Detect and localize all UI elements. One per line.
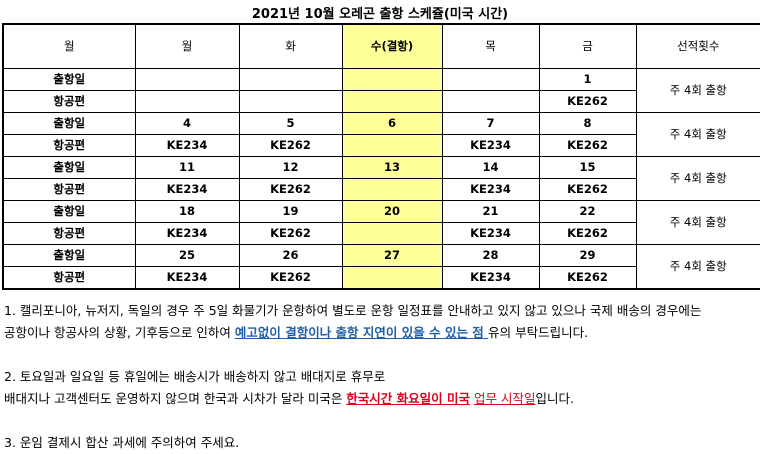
table-cell: 12 bbox=[238, 156, 343, 179]
note-2: 2. 토요일과 일요일 등 휴일에는 배송시가 배송하지 않고 배대지로 휴무로… bbox=[4, 366, 756, 410]
table-cell: KE234 bbox=[134, 134, 240, 157]
flight-row: 항공편 KE234 KE262 KE234 KE262 bbox=[2, 266, 760, 290]
table-cell: 14 bbox=[441, 156, 540, 179]
table-cell: 13 bbox=[341, 156, 443, 179]
table-cell: 22 bbox=[538, 200, 637, 223]
table-cell bbox=[341, 222, 443, 245]
table-cell: KE262 bbox=[538, 90, 637, 113]
table-cell: KE262 bbox=[538, 134, 637, 157]
table-cell: 8 bbox=[538, 112, 637, 135]
shipment-frequency: 주 4회 출항 bbox=[635, 200, 760, 245]
table-cell: KE262 bbox=[538, 266, 637, 290]
table-cell: KE234 bbox=[134, 222, 240, 245]
row-label: 출항일 bbox=[2, 244, 136, 267]
row-label: 출항일 bbox=[2, 156, 136, 179]
table-cell: 28 bbox=[441, 244, 540, 267]
shipment-frequency: 주 4회 출항 bbox=[635, 244, 760, 290]
note-2-line-1: 2. 토요일과 일요일 등 휴일에는 배송시가 배송하지 않고 배대지로 휴무로 bbox=[4, 369, 386, 384]
table-cell: 4 bbox=[134, 112, 240, 135]
row-label: 항공편 bbox=[2, 134, 136, 157]
table-cell: KE262 bbox=[538, 178, 637, 201]
departure-row: 출항일 4 5 6 7 8 주 4회 출항 bbox=[2, 112, 760, 157]
notes-section: 1. 캘리포니아, 뉴저지, 독일의 경우 주 5일 화물기가 운항하여 별도로… bbox=[4, 300, 756, 454]
table-cell: 18 bbox=[134, 200, 240, 223]
table-cell bbox=[441, 90, 540, 113]
header-cell: 선적횟수 bbox=[635, 23, 760, 69]
header-cell: 월 bbox=[2, 23, 136, 69]
table-cell: 26 bbox=[238, 244, 343, 267]
table-cell: 15 bbox=[538, 156, 637, 179]
table-cell: 27 bbox=[341, 244, 443, 267]
table-cell: 25 bbox=[134, 244, 240, 267]
table-cell: 21 bbox=[441, 200, 540, 223]
table-cell bbox=[341, 68, 443, 91]
table-cell: KE234 bbox=[441, 178, 540, 201]
table-cell: 7 bbox=[441, 112, 540, 135]
table-cell: KE234 bbox=[441, 222, 540, 245]
table-header-row: 월 월 화 수(결항) 목 금 선적횟수 bbox=[2, 23, 760, 69]
table-cell: KE234 bbox=[441, 134, 540, 157]
note-1: 1. 캘리포니아, 뉴저지, 독일의 경우 주 5일 화물기가 운항하여 별도로… bbox=[4, 300, 756, 344]
note-1-highlight: 예고없이 결항이나 출항 지연이 있을 수 있는 점 bbox=[234, 325, 489, 340]
table-cell: 11 bbox=[134, 156, 240, 179]
table-cell: 5 bbox=[238, 112, 343, 135]
flight-row: 항공편 KE234 KE262 KE234 KE262 bbox=[2, 134, 760, 157]
table-cell bbox=[341, 178, 443, 201]
table-cell bbox=[238, 68, 343, 91]
table-cell: 29 bbox=[538, 244, 637, 267]
note-2-highlight: 한국시간 화요일이 미국 bbox=[346, 391, 471, 406]
departure-row: 출항일 11 12 13 14 15 주 4회 출항 bbox=[2, 156, 760, 201]
schedule-table: 월 월 화 수(결항) 목 금 선적횟수 출항일 1 주 4회 출항 항공편 KE262… bbox=[2, 23, 760, 290]
row-label: 출항일 bbox=[2, 200, 136, 223]
table-cell bbox=[341, 134, 443, 157]
note-1-line-1: 1. 캘리포니아, 뉴저지, 독일의 경우 주 5일 화물기가 운항하여 별도로… bbox=[4, 303, 702, 318]
flight-row: 항공편 KE262 bbox=[2, 90, 760, 113]
table-cell: 20 bbox=[341, 200, 443, 223]
table-cell bbox=[134, 68, 240, 91]
note-1-line-2: 공항이나 항공사의 상황, 기후등으로 인하여 bbox=[4, 325, 235, 340]
row-label: 출항일 bbox=[2, 112, 136, 135]
row-label: 출항일 bbox=[2, 68, 136, 91]
note-2-line-2: 배대지나 고객센터도 운영하지 않으며 한국과 시차가 달라 미국은 bbox=[4, 391, 347, 406]
shipment-frequency: 주 4회 출항 bbox=[635, 156, 760, 201]
row-label: 항공편 bbox=[2, 178, 136, 201]
table-cell: KE262 bbox=[238, 178, 343, 201]
header-cell: 금 bbox=[538, 23, 637, 69]
table-cell bbox=[441, 68, 540, 91]
note-2-highlight-2: 업무 시작일 bbox=[474, 391, 536, 406]
departure-row: 출항일 25 26 27 28 29 주 4회 출항 bbox=[2, 244, 760, 290]
table-cell: KE262 bbox=[238, 222, 343, 245]
table-cell: KE262 bbox=[538, 222, 637, 245]
note-1-tail: 유의 부탁드립니다. bbox=[488, 325, 589, 340]
table-cell: 6 bbox=[341, 112, 443, 135]
row-label: 항공편 bbox=[2, 222, 136, 245]
header-cell-wed-cancelled: 수(결항) bbox=[341, 23, 443, 69]
shipment-frequency: 주 4회 출항 bbox=[635, 112, 760, 157]
row-label: 항공편 bbox=[2, 266, 136, 290]
table-cell bbox=[238, 90, 343, 113]
table-cell: 19 bbox=[238, 200, 343, 223]
table-cell: KE234 bbox=[134, 178, 240, 201]
schedule-title: 2021년 10월 오레곤 출항 스케쥴(미국 시간) bbox=[251, 7, 509, 22]
table-cell: KE262 bbox=[238, 266, 343, 290]
shipment-frequency: 주 4회 출항 bbox=[635, 68, 760, 113]
row-label: 항공편 bbox=[2, 90, 136, 113]
table-cell: KE234 bbox=[134, 266, 240, 290]
table-cell bbox=[134, 90, 240, 113]
header-cell: 목 bbox=[441, 23, 540, 69]
departure-row: 출항일 18 19 20 21 22 주 4회 출항 bbox=[2, 200, 760, 245]
table-cell: KE234 bbox=[441, 266, 540, 290]
note-2-tail: 입니다. bbox=[535, 391, 574, 406]
note-3: 3. 운임 결제시 합산 과세에 주의하여 주세요. bbox=[4, 435, 240, 450]
flight-row: 항공편 KE234 KE262 KE234 KE262 bbox=[2, 178, 760, 201]
table-cell bbox=[341, 90, 443, 113]
departure-row: 출항일 1 주 4회 출항 bbox=[2, 68, 760, 113]
table-cell: KE262 bbox=[238, 134, 343, 157]
table-cell: 1 bbox=[538, 68, 637, 91]
header-cell: 월 bbox=[134, 23, 240, 69]
table-cell bbox=[341, 266, 443, 290]
header-cell: 화 bbox=[238, 23, 343, 69]
